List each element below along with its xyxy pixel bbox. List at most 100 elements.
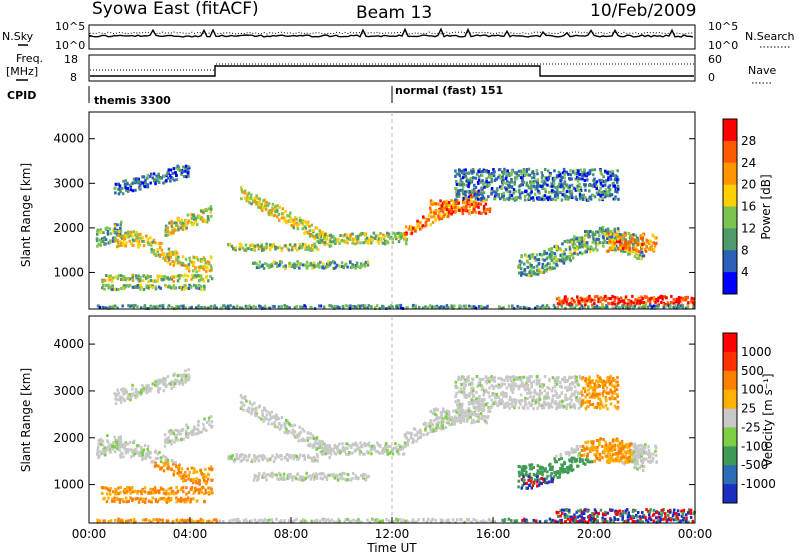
echo-cell <box>578 301 581 305</box>
echo-cell <box>557 170 561 174</box>
colorbar-swatch <box>723 206 737 229</box>
echo-cell <box>573 456 576 460</box>
echo-cell <box>203 287 206 291</box>
echo-cell <box>483 199 486 203</box>
echo-cell <box>386 231 389 235</box>
echo-cell <box>470 410 473 414</box>
echo-cell <box>429 223 432 227</box>
echo-cell <box>142 239 146 243</box>
echo-cell <box>487 409 490 413</box>
echo-cell <box>250 243 254 247</box>
echo-cell <box>433 305 436 309</box>
echo-cell <box>311 244 314 248</box>
echo-cell <box>399 233 403 237</box>
echo-cell <box>301 478 305 482</box>
echo-cell <box>593 295 597 299</box>
echo-cell <box>488 207 492 211</box>
echo-cell <box>121 192 125 196</box>
echo-cell <box>131 234 134 238</box>
echo-cell <box>117 274 120 278</box>
echo-cell <box>114 182 118 186</box>
echo-cell <box>115 287 118 291</box>
echo-cell <box>262 266 266 270</box>
echo-cell <box>430 427 433 431</box>
echo-cell <box>195 481 198 485</box>
echo-cell <box>601 225 605 229</box>
echo-cell <box>569 238 572 242</box>
echo-cell <box>534 306 537 310</box>
echo-cell <box>255 194 258 198</box>
echo-cell <box>601 305 604 309</box>
echo-cell <box>537 196 541 199</box>
echo-cell <box>139 275 142 279</box>
echo-cell <box>532 198 535 202</box>
echo-cell <box>622 246 625 250</box>
echo-cell <box>530 463 534 467</box>
echo-cell <box>616 510 619 514</box>
echo-cell <box>122 243 125 247</box>
echo-cell <box>639 250 643 254</box>
echo-cell <box>192 256 196 260</box>
echo-cell <box>352 237 355 241</box>
echo-cell <box>147 453 150 457</box>
echo-cell <box>178 463 181 467</box>
echo-cell <box>206 217 210 221</box>
echo-cell <box>247 247 250 251</box>
echo-cell <box>199 278 203 282</box>
echo-cell <box>257 474 260 478</box>
echo-cell <box>595 511 598 515</box>
echo-cell <box>333 306 336 310</box>
echo-cell <box>243 248 246 252</box>
echo-cell <box>319 304 323 308</box>
echo-cell <box>410 434 413 438</box>
echo-cell <box>111 497 114 501</box>
echo-cell <box>467 199 470 203</box>
echo-cell <box>546 178 549 182</box>
echo-cell <box>540 477 543 480</box>
echo-cell <box>136 239 139 243</box>
echo-cell <box>280 423 283 427</box>
echo-cell <box>321 441 324 445</box>
echo-cell <box>443 205 446 209</box>
echo-cell <box>649 246 652 250</box>
echo-cell <box>530 190 533 194</box>
echo-cell <box>366 263 370 267</box>
echo-cell <box>191 217 194 221</box>
echo-cell <box>585 299 589 303</box>
echo-cell <box>207 486 210 490</box>
echo-cell <box>459 409 462 413</box>
echo-cell <box>579 168 582 172</box>
cpid-mode-themis: themis 3300 <box>94 94 171 107</box>
echo-cell <box>281 476 284 480</box>
echo-cell <box>185 175 188 179</box>
echo-cell <box>108 227 111 231</box>
echo-cell <box>329 452 333 456</box>
echo-cell <box>204 482 208 486</box>
echo-cell <box>165 285 168 289</box>
echo-cell <box>321 452 324 456</box>
echo-cell <box>270 213 273 217</box>
echo-cell <box>173 261 176 265</box>
echo-cell <box>199 265 203 269</box>
nsearch-trace <box>89 31 694 35</box>
echo-cell <box>356 447 359 451</box>
echo-cell <box>208 490 211 494</box>
echo-cell <box>126 486 129 490</box>
echo-cell <box>162 469 166 473</box>
echo-cell <box>162 461 165 465</box>
echo-cell <box>150 247 153 251</box>
echo-cell <box>176 279 180 283</box>
echo-cell <box>578 195 582 199</box>
echo-cell <box>295 264 299 268</box>
echo-cell <box>103 287 106 291</box>
echo-cell <box>572 245 575 249</box>
echo-cell <box>203 500 206 504</box>
echo-cell <box>117 233 120 237</box>
echo-cell <box>310 248 314 252</box>
echo-cell <box>434 218 438 222</box>
echo-cell <box>525 168 529 171</box>
echo-cell <box>587 305 590 309</box>
echo-cell <box>580 240 584 244</box>
echo-cell <box>277 455 280 459</box>
echo-cell <box>247 455 251 459</box>
